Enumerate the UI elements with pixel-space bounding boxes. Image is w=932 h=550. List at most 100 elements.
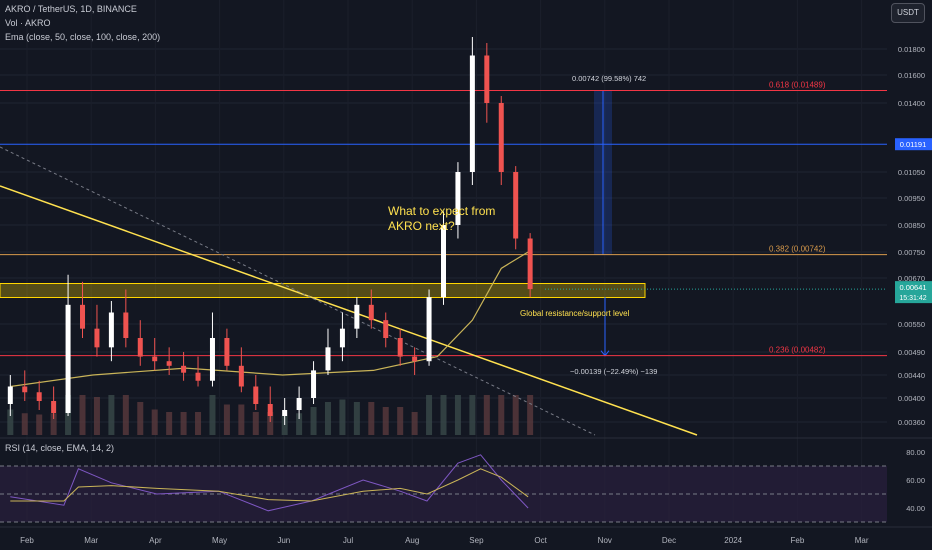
currency-button[interactable]: USDT	[891, 3, 925, 23]
time-tick-5: Jul	[343, 536, 353, 545]
price-tag-blue-bg	[895, 138, 932, 151]
price-tick-0: 0.01800	[898, 45, 925, 54]
symbol-legend[interactable]: AKRO / TetherUS, 1D, BINANCE	[5, 4, 137, 14]
volume-bar-6	[93, 397, 100, 435]
volume-bar-9	[137, 402, 144, 435]
volume-bar-17	[252, 412, 259, 435]
candle-body-32	[469, 55, 475, 172]
price-tick-5: 0.00850	[898, 221, 925, 230]
volume-bar-13	[195, 412, 202, 435]
price-tick-3: 0.01050	[898, 168, 925, 177]
candle-body-36	[527, 238, 533, 290]
volume-bar-12	[180, 412, 187, 435]
volume-bar-8	[122, 395, 129, 435]
volume-bar-18	[267, 412, 274, 435]
volume-bar-30	[440, 395, 447, 435]
time-tick-1: Mar	[84, 536, 98, 545]
candle-body-1	[22, 386, 28, 393]
candle-body-18	[267, 404, 273, 416]
price-tick-2: 0.01400	[898, 99, 925, 108]
volume-bar-3	[50, 413, 57, 435]
volume-bar-33	[483, 395, 490, 435]
annotation-question-line-0: What to expect from	[388, 204, 495, 218]
candle-body-11	[166, 361, 172, 366]
ema-line	[10, 251, 529, 388]
candle-body-10	[152, 356, 158, 362]
volume-bar-27	[397, 407, 404, 435]
volume-bar-15	[223, 404, 230, 435]
trendlines	[0, 146, 698, 436]
candle-body-14	[209, 338, 215, 381]
volume-bar-2	[36, 414, 43, 435]
volume-bar-29	[426, 395, 433, 435]
candle-body-21	[311, 370, 317, 398]
volume-bar-10	[151, 409, 158, 435]
candle-body-28	[412, 356, 418, 362]
current-price-value: 0.00641	[899, 283, 926, 292]
volume-legend[interactable]: Vol · AKRO	[5, 18, 51, 28]
level-label-0: 0.618 (0.01489)	[769, 81, 826, 90]
volume-bar-25	[368, 402, 375, 435]
drawing-zones	[0, 90, 646, 357]
time-tick-9: Nov	[598, 536, 612, 545]
time-tick-7: Sep	[469, 536, 484, 545]
candle-body-9	[137, 338, 143, 357]
candle-body-2	[36, 392, 42, 401]
current-price-bg	[895, 281, 932, 304]
candle-body-23	[339, 328, 345, 348]
volume-bar-24	[353, 402, 360, 435]
time-tick-6: Aug	[405, 536, 419, 545]
candle-body-12	[181, 365, 187, 373]
rsi-tick-2: 40.00	[906, 504, 925, 513]
candle-body-4	[65, 304, 71, 413]
volume-bar-1	[21, 413, 28, 435]
price-axis-bg	[887, 0, 932, 530]
candle-body-26	[383, 320, 389, 338]
time-tick-10: Dec	[662, 536, 676, 545]
volume-bar-31	[454, 395, 461, 435]
level-label-2: 0.382 (0.00742)	[769, 245, 826, 254]
candle-body-19	[282, 410, 288, 416]
time-tick-11: 2024	[724, 536, 742, 545]
price-axis[interactable]: 0.01800 0.01600 0.01400 0.01050 0.00950 0.008…	[545, 0, 932, 530]
candles	[7, 37, 533, 425]
candle-body-22	[325, 347, 331, 371]
time-axis[interactable]: Feb Mar Apr May Jun Jul Aug Sep Oct Nov Dec 2024 Feb…	[0, 526, 932, 545]
price-tick-6: 0.00750	[898, 248, 925, 257]
rsi-tick-1: 60.00	[906, 476, 925, 485]
annotation-question-line-1: AKRO next?	[388, 219, 455, 233]
candle-body-25	[368, 304, 374, 321]
price-tick-10: 0.00440	[898, 371, 925, 380]
price-tick-8: 0.00550	[898, 320, 925, 329]
candle-body-13	[195, 372, 201, 381]
volume-bar-11	[166, 412, 173, 435]
measure-up-label: 0.00742 (99.58%) 742	[572, 74, 646, 83]
volume-bar-22	[324, 402, 331, 435]
rsi-ma-line	[10, 468, 529, 502]
candle-body-20	[296, 398, 302, 410]
measure-down-label: −0.00139 (−22.49%) −139	[570, 367, 657, 376]
volume-bar-26	[382, 407, 389, 435]
volume-bar-34	[498, 395, 505, 435]
candle-body-29	[426, 297, 432, 362]
dashed-trendline	[0, 146, 596, 436]
candle-body-0	[7, 386, 13, 404]
candle-body-27	[397, 338, 403, 357]
candle-body-6	[94, 328, 100, 348]
candle-body-31	[455, 172, 461, 225]
candle-body-34	[498, 103, 504, 172]
candle-body-17	[253, 386, 259, 404]
price-tick-7: 0.00670	[898, 274, 925, 283]
candle-body-8	[123, 312, 129, 338]
ema-legend[interactable]: Ema (close, 50, close, 100, close, 200)	[5, 32, 161, 42]
volume-bar-0	[7, 409, 14, 435]
candle-body-24	[354, 304, 360, 329]
candle-body-16	[238, 365, 244, 387]
price-tick-4: 0.00950	[898, 194, 925, 203]
candle-body-3	[51, 401, 57, 413]
rsi-legend[interactable]: RSI (14, close, EMA, 14, 2)	[5, 443, 115, 453]
price-tick-12: 0.00360	[898, 418, 925, 427]
volume-bar-23	[339, 399, 346, 435]
volume-bar-32	[469, 395, 476, 435]
